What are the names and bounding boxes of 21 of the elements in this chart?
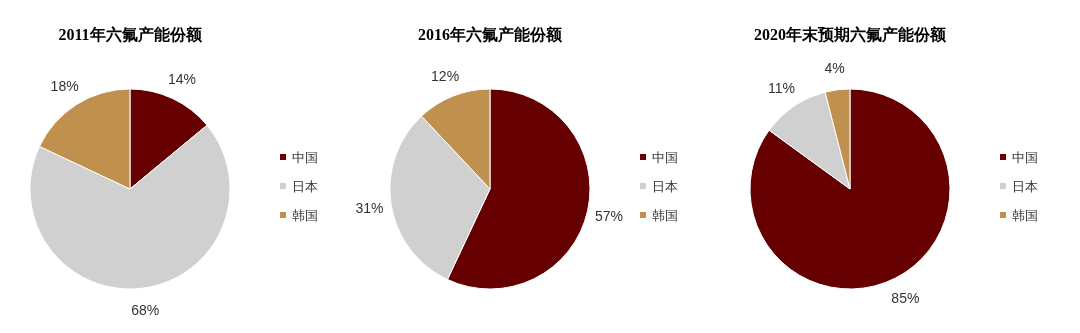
data-label: 11%	[767, 80, 795, 97]
data-label: 85%	[891, 289, 920, 306]
legend-label: 中国	[292, 150, 318, 165]
data-label: 31%	[355, 200, 384, 217]
data-label: 57%	[595, 207, 624, 224]
chart-title: 2011年六氟产能份额	[58, 26, 203, 43]
legend-label: 日本	[652, 179, 678, 194]
legend-label: 中国	[652, 150, 678, 165]
legend-label: 日本	[1012, 179, 1038, 194]
legend-label: 中国	[1012, 150, 1038, 165]
legend-label: 韩国	[1012, 208, 1038, 223]
chart-title: 2020年末预期六氟产能份额	[754, 26, 947, 43]
chart-title: 2016年六氟产能份额	[418, 26, 563, 43]
legend-label: 韩国	[652, 208, 678, 223]
legend-label: 日本	[292, 179, 318, 194]
data-label: 18%	[50, 77, 79, 94]
data-label: 12%	[431, 67, 460, 84]
data-label: 14%	[167, 70, 196, 87]
data-label: 4%	[824, 59, 845, 76]
legend-label: 韩国	[292, 208, 318, 223]
data-label: 68%	[131, 302, 160, 319]
